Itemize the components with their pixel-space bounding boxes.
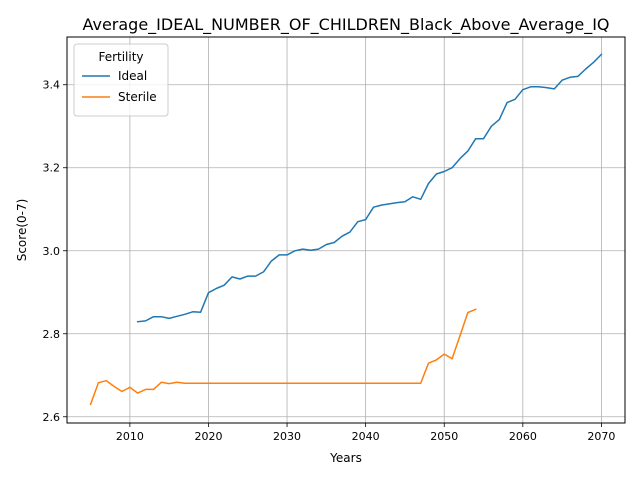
y-tick-label: 2.8 — [43, 328, 61, 341]
y-tick-label: 2.6 — [43, 411, 61, 424]
x-tick-label: 2010 — [116, 430, 144, 443]
y-tick-label: 3.0 — [43, 245, 61, 258]
x-tick-label: 2020 — [194, 430, 222, 443]
x-tick-label: 2030 — [273, 430, 301, 443]
legend-title: Fertility — [98, 50, 143, 64]
x-tick-label: 2050 — [430, 430, 458, 443]
legend-label-sterile: Sterile — [118, 90, 157, 104]
y-tick-label: 3.2 — [43, 162, 61, 175]
legend-label-ideal: Ideal — [118, 69, 147, 83]
legend: Fertility Ideal Sterile — [74, 44, 168, 116]
y-tick-label: 3.4 — [43, 79, 61, 92]
x-tick-label: 2060 — [509, 430, 537, 443]
y-axis-label: Score(0-7) — [15, 199, 29, 262]
x-tick-label: 2040 — [352, 430, 380, 443]
x-tick-label: 2070 — [587, 430, 615, 443]
chart-title: Average_IDEAL_NUMBER_OF_CHILDREN_Black_A… — [82, 15, 609, 35]
x-axis-label: Years — [329, 451, 362, 465]
